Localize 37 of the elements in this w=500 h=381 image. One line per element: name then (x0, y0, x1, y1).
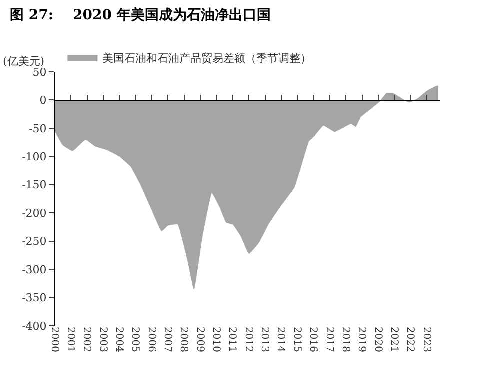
x-tick-label: 2002 (81, 327, 92, 352)
x-tick-label: 2018 (340, 327, 351, 352)
y-tick-label: -200 (22, 206, 47, 220)
x-tick-label: 2004 (113, 327, 124, 352)
y-tick-label: 50 (32, 66, 47, 79)
x-tick-label: 2001 (64, 327, 76, 352)
x-tick-label: 2022 (404, 327, 416, 352)
x-tick-label: 2006 (146, 327, 157, 352)
x-tick-label: 2011 (226, 327, 238, 352)
chart-title: 图 27: 2020 年美国成为石油净出口国 (10, 6, 271, 24)
y-tick-label: 0 (40, 94, 47, 108)
x-tick-label: 2017 (324, 327, 335, 352)
x-tick-label: 2016 (308, 327, 319, 352)
x-tick-label: 2015 (291, 327, 302, 352)
y-tick-label: -150 (22, 178, 47, 192)
y-tick-label: -300 (22, 263, 47, 276)
y-axis-title: (亿美元) (3, 55, 45, 68)
x-tick-label: 2003 (97, 327, 108, 352)
y-tick-label: -400 (22, 320, 47, 333)
y-tick-label: -100 (22, 150, 47, 164)
x-tick-label: 2010 (210, 327, 222, 352)
y-tick-label: -350 (22, 292, 47, 305)
x-tick-label: 2009 (194, 327, 206, 352)
x-tick-label: 2019 (356, 327, 368, 352)
x-tick-label: 2013 (259, 327, 270, 352)
x-tick-label: 2020 (372, 327, 384, 352)
x-tick-label: 2007 (162, 327, 173, 352)
legend-label: 美国石油和石油产品贸易差额（季节调整） (102, 52, 312, 65)
x-tick-label: 2008 (178, 327, 190, 352)
x-tick-label: 2021 (388, 327, 400, 352)
x-tick-label: 2012 (242, 327, 254, 352)
y-tick-label: -50 (29, 122, 47, 136)
x-tick-label: 2014 (275, 327, 286, 352)
y-tick-label: -250 (22, 235, 47, 248)
x-tick-label: 2005 (130, 327, 141, 352)
x-tick-label: 2000 (48, 327, 60, 352)
x-tick-label: 2023 (420, 327, 432, 352)
